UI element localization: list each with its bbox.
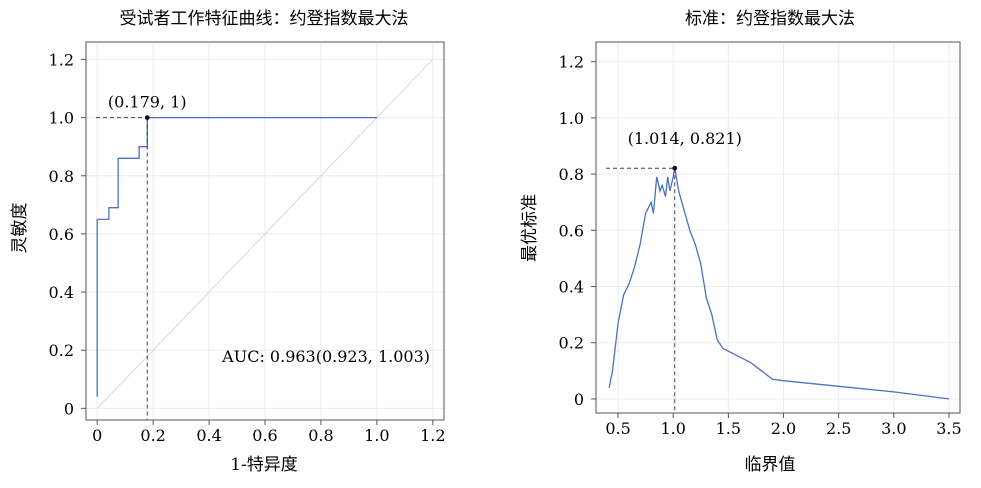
roc-y-tick-label-5: 1.0 bbox=[49, 109, 74, 128]
roc-y-tick-label-2: 0.4 bbox=[49, 283, 74, 302]
youden-optimal-point bbox=[672, 165, 678, 171]
roc-x-axis-label: 1-特异度 bbox=[230, 455, 298, 475]
roc-y-axis-label: 灵敏度 bbox=[10, 203, 30, 254]
roc-x-tick-label-3: 0.6 bbox=[252, 426, 277, 445]
roc-auc-annotation: AUC: 0.963(0.923, 1.003) bbox=[221, 347, 430, 366]
roc-y-tick-label-3: 0.6 bbox=[49, 225, 74, 244]
roc-x-tick-label-5: 1.0 bbox=[364, 426, 389, 445]
youden-series-line-0 bbox=[608, 168, 950, 400]
youden-x-tick-label-4: 2.5 bbox=[826, 419, 851, 438]
roc-y-tick-label-1: 0.2 bbox=[49, 341, 74, 360]
youden-y-tick-label-2: 0.4 bbox=[559, 278, 584, 297]
youden-x-tick-label-5: 3.0 bbox=[881, 419, 906, 438]
youden-y-tick-label-5: 1.0 bbox=[559, 109, 584, 128]
youden-y-tick-label-0: 0 bbox=[574, 390, 584, 409]
roc-y-tick-label-6: 1.2 bbox=[49, 50, 74, 69]
roc-x-tick-label-1: 0.2 bbox=[140, 426, 165, 445]
youden-y-tick-label-6: 1.2 bbox=[559, 53, 584, 72]
youden-y-tick-label-3: 0.6 bbox=[559, 221, 584, 240]
youden-x-tick-label-1: 1.0 bbox=[660, 419, 685, 438]
roc-y-tick-label-0: 0 bbox=[64, 399, 74, 418]
roc-x-tick-label-6: 1.2 bbox=[420, 426, 445, 445]
roc-x-tick-label-2: 0.4 bbox=[196, 426, 221, 445]
youden-y-tick-label-1: 0.2 bbox=[559, 334, 584, 353]
youden-x-tick-label-3: 2.0 bbox=[771, 419, 796, 438]
roc-chart: 受试者工作特征曲线：约登指数最大法 1-特异度 灵敏度 0 0.2 0.4 0.6 0.… bbox=[10, 9, 446, 475]
youden-x-tick-label-2: 1.5 bbox=[716, 419, 741, 438]
youden-x-tick-label-0: 0.5 bbox=[605, 419, 630, 438]
youden-x-tick-label-6: 3.5 bbox=[936, 419, 961, 438]
youden-y-tick-label-4: 0.8 bbox=[559, 165, 584, 184]
youden-chart: 标准：约登指数最大法 临界值 最优标准 0.5 1.0 1.5 2.0 2.5 3.0 3.… bbox=[520, 9, 962, 475]
roc-chart-title: 受试者工作特征曲线：约登指数最大法 bbox=[120, 9, 409, 29]
youden-y-axis-label: 最优标准 bbox=[520, 194, 540, 262]
youden-x-axis-label: 临界值 bbox=[745, 455, 796, 475]
roc-optimal-point-label: (0.179, 1) bbox=[108, 93, 187, 112]
youden-chart-title: 标准：约登指数最大法 bbox=[685, 9, 855, 29]
roc-y-tick-label-4: 0.8 bbox=[49, 167, 74, 186]
roc-x-tick-label-0: 0 bbox=[92, 426, 102, 445]
youden-plot-frame bbox=[595, 41, 961, 414]
roc-x-tick-label-4: 0.8 bbox=[308, 426, 333, 445]
roc-series-line-0 bbox=[96, 116, 377, 397]
youden-optimal-point-label: (1.014, 0.821) bbox=[628, 129, 742, 148]
roc-optimal-point bbox=[144, 115, 150, 120]
